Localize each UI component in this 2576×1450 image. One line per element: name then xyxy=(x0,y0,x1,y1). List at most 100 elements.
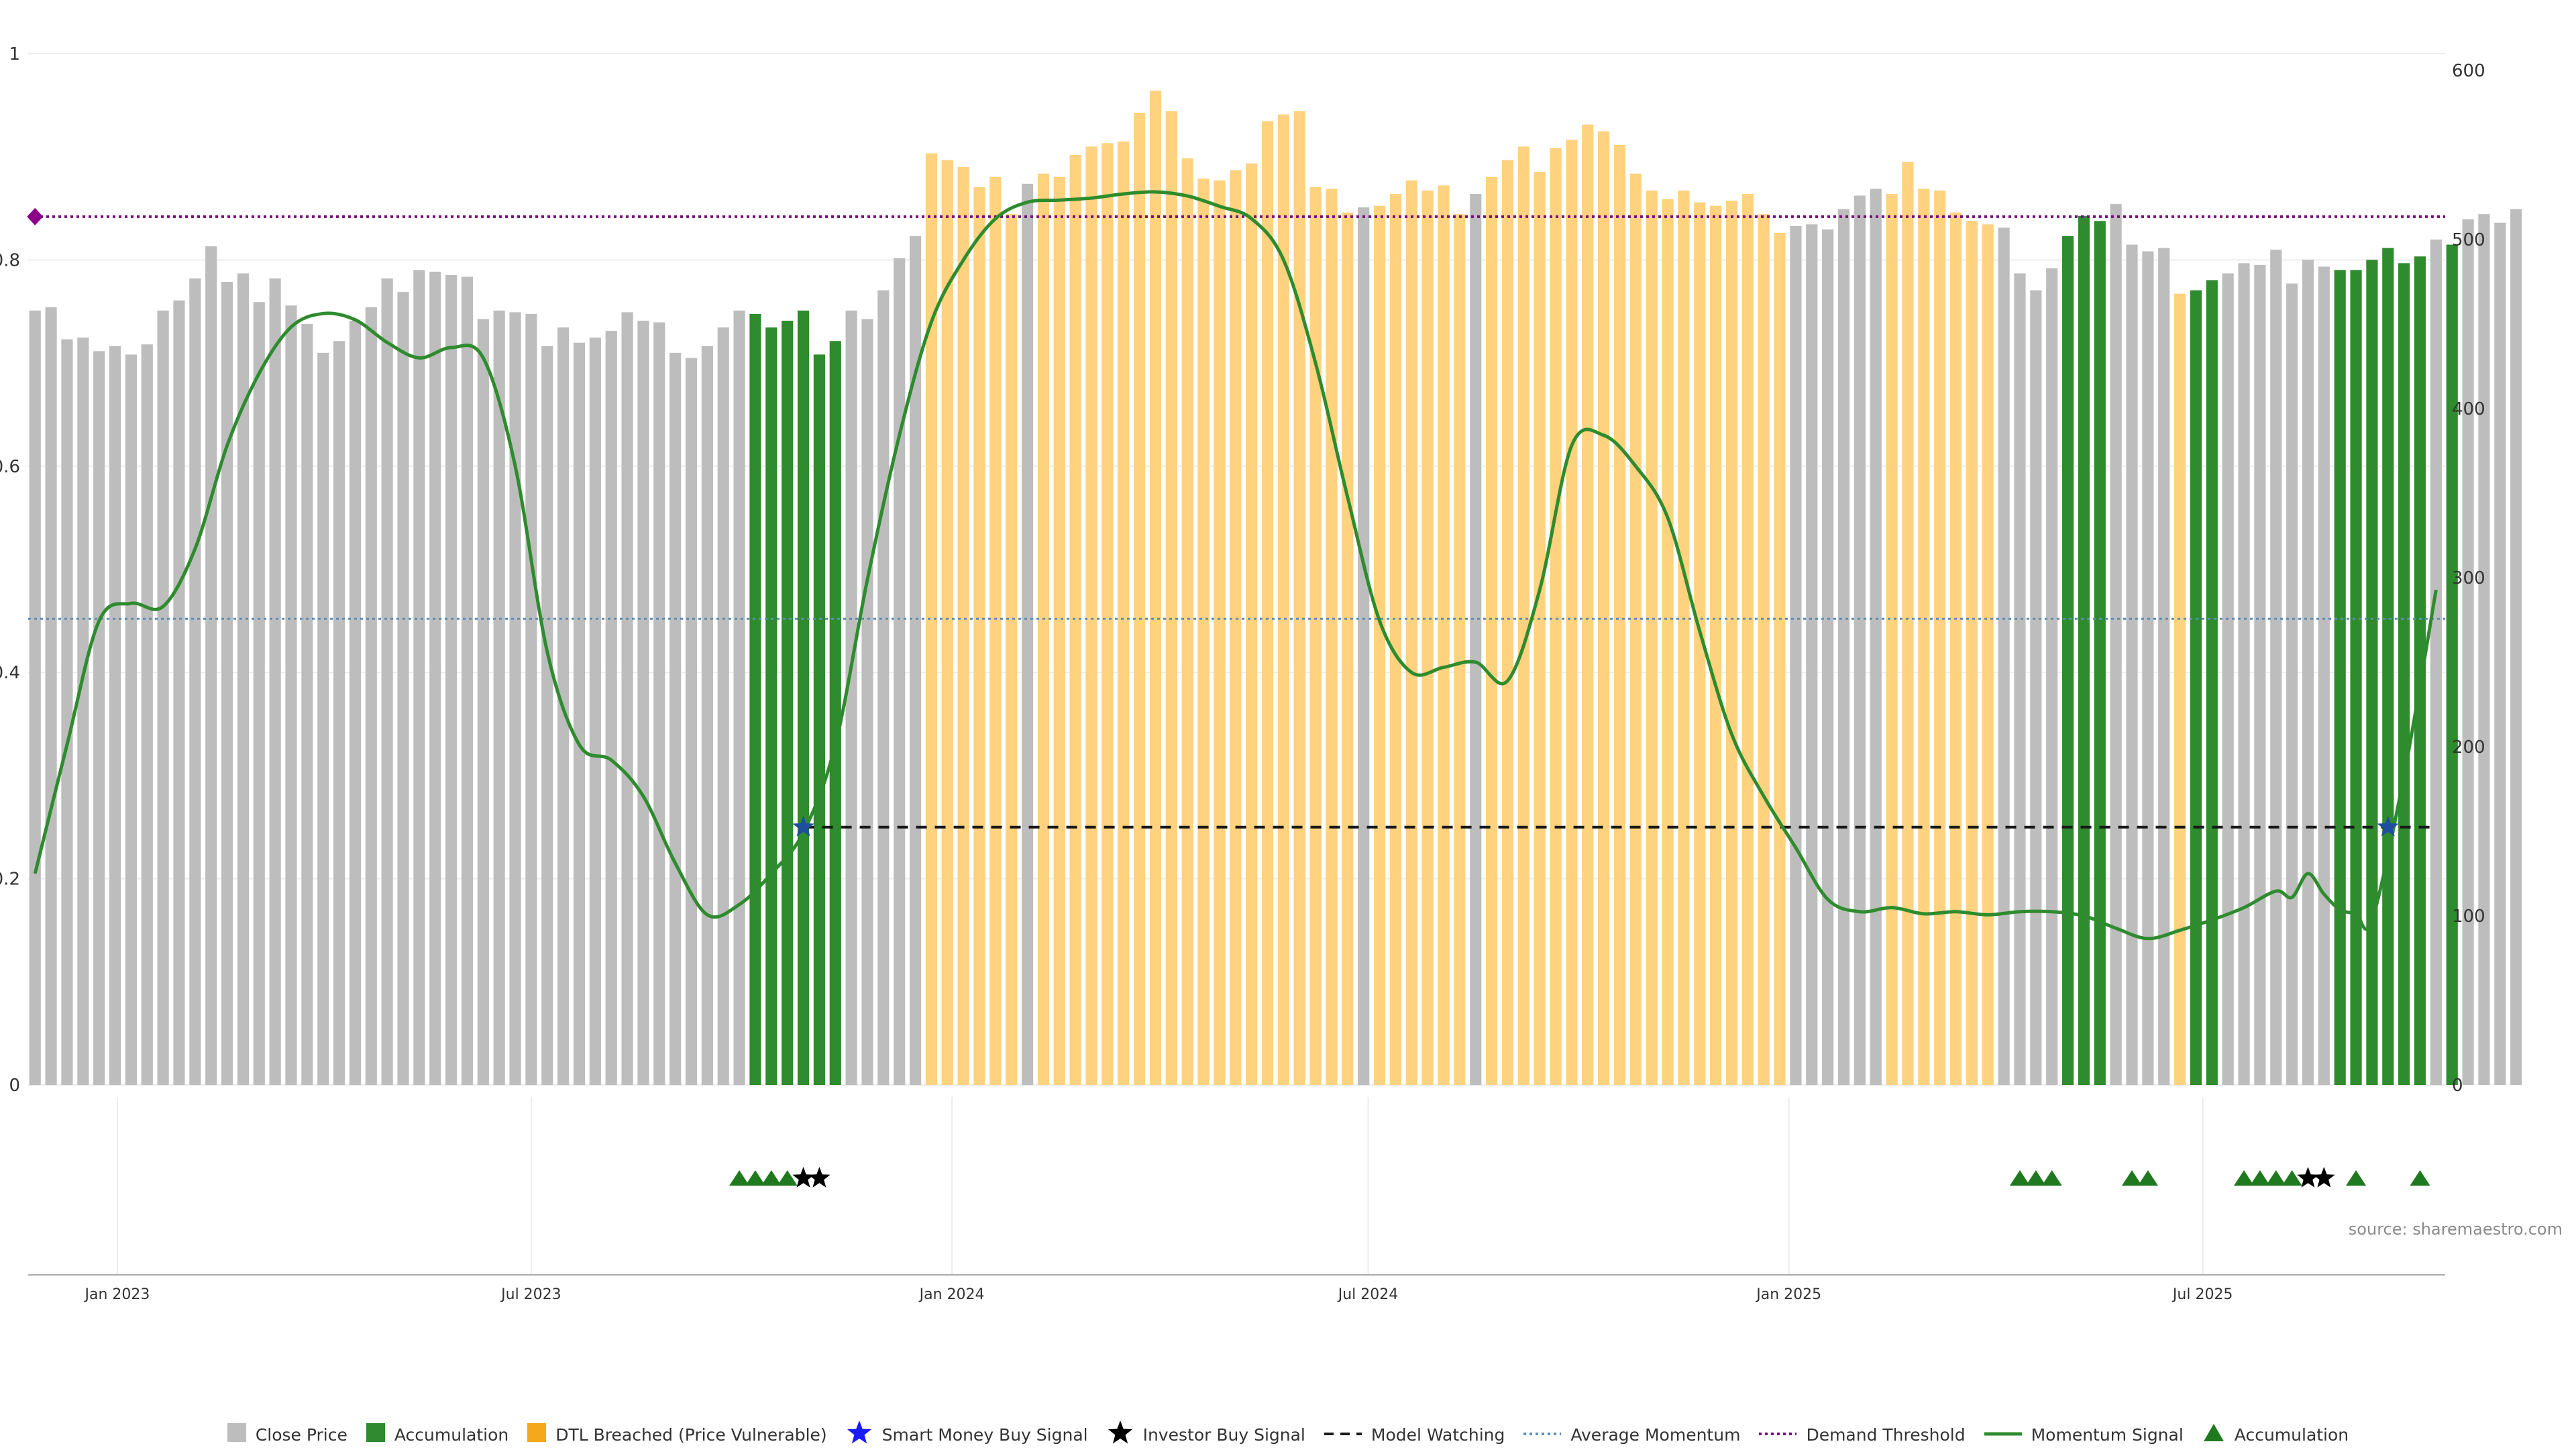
price-bar xyxy=(829,341,841,1086)
legend-label: Demand Threshold xyxy=(1806,1425,1966,1445)
legend-item: Close Price xyxy=(227,1423,347,1446)
price-bar xyxy=(1181,158,1193,1085)
legend-item: Investor Buy Signal xyxy=(1107,1419,1305,1450)
legend-star-icon xyxy=(1107,1419,1134,1450)
price-bar xyxy=(1550,148,1562,1085)
price-bar xyxy=(1741,193,1754,1086)
price-bar xyxy=(1277,114,1289,1085)
source-text: source: sharemaestro.com xyxy=(2348,1220,2563,1239)
price-bar xyxy=(2061,236,2074,1086)
price-bar xyxy=(477,319,489,1086)
legend-star-icon xyxy=(846,1419,873,1450)
accumulation-triangle xyxy=(2346,1170,2367,1186)
price-bar xyxy=(605,331,617,1086)
price-bar xyxy=(573,342,586,1086)
left-axis-tick: 0.4 xyxy=(0,663,20,683)
price-bar xyxy=(749,313,761,1085)
price-bar xyxy=(1694,202,1706,1085)
legend-label: DTL Breached (Price Vulnerable) xyxy=(555,1425,827,1445)
price-bar xyxy=(1405,180,1417,1085)
price-bar xyxy=(1934,190,1946,1085)
price-bar xyxy=(141,344,153,1085)
price-bar xyxy=(2206,280,2218,1086)
price-bar xyxy=(2430,240,2442,1085)
price-bar xyxy=(973,187,985,1085)
price-bar xyxy=(317,352,329,1085)
price-bar xyxy=(1566,140,1578,1085)
price-bar xyxy=(669,352,682,1085)
price-bar xyxy=(2318,266,2330,1085)
legend-label: Smart Money Buy Signal xyxy=(881,1425,1088,1445)
legend-item: Smart Money Buy Signal xyxy=(846,1419,1088,1450)
price-bar xyxy=(2110,204,2122,1086)
accumulation-triangle xyxy=(2009,1170,2030,1186)
price-bar xyxy=(1053,176,1065,1085)
legend-item: Average Momentum xyxy=(1523,1425,1740,1445)
price-bar xyxy=(525,313,537,1085)
legend-item: Accumulation xyxy=(366,1423,508,1446)
price-bar xyxy=(45,307,57,1085)
price-bar xyxy=(1373,205,1386,1086)
price-bar xyxy=(717,327,729,1085)
price-bar xyxy=(2254,264,2266,1085)
price-bar xyxy=(1598,131,1610,1086)
price-bar xyxy=(1725,201,1738,1085)
price-bar xyxy=(2046,268,2058,1086)
price-bar xyxy=(909,236,922,1086)
price-bar xyxy=(2126,244,2138,1085)
accumulation-triangle xyxy=(2025,1170,2046,1186)
legend-square-icon xyxy=(227,1423,246,1446)
price-bar xyxy=(1662,199,1674,1085)
legend-square-icon xyxy=(366,1423,385,1446)
price-bar xyxy=(1822,229,1834,1085)
price-bar xyxy=(733,310,745,1086)
momentum-signal-line xyxy=(33,190,2438,941)
price-bar xyxy=(61,339,73,1086)
price-bar xyxy=(109,346,121,1085)
price-bar xyxy=(1149,91,1162,1086)
price-bar xyxy=(637,320,649,1086)
price-bar xyxy=(1118,141,1130,1086)
price-bar xyxy=(1085,146,1097,1085)
accumulation-triangle xyxy=(729,1170,750,1186)
price-bar xyxy=(1037,173,1050,1086)
price-bar xyxy=(1982,224,1994,1085)
price-bar xyxy=(2238,263,2250,1085)
price-bar xyxy=(1485,176,1498,1085)
price-bar xyxy=(1358,207,1370,1085)
price-bar xyxy=(1837,209,1850,1085)
price-bar xyxy=(1790,225,1802,1086)
price-bar xyxy=(589,338,601,1085)
price-bar xyxy=(1966,221,1978,1085)
price-bar xyxy=(2094,221,2106,1085)
price-bar xyxy=(2334,270,2346,1085)
accumulation-triangle xyxy=(2265,1170,2286,1186)
price-bar xyxy=(1902,162,1914,1086)
price-bar xyxy=(1534,172,1546,1086)
investor-buy-star xyxy=(2297,1167,2319,1188)
x-axis-tick: Jul 2024 xyxy=(1337,1286,1399,1303)
legend-item: Demand Threshold xyxy=(1759,1425,1966,1445)
price-bar xyxy=(493,310,505,1086)
left-axis-tick: 1 xyxy=(9,44,20,64)
legend-line-icon xyxy=(1984,1425,2022,1445)
price-bar xyxy=(93,351,105,1085)
legend-dot-icon xyxy=(1759,1425,1797,1445)
price-bar xyxy=(1342,212,1354,1086)
price-bar xyxy=(1646,190,1658,1085)
accumulation-triangle xyxy=(745,1170,765,1186)
price-bar xyxy=(157,310,169,1086)
price-bar xyxy=(2510,209,2522,1085)
price-bar xyxy=(1454,214,1466,1086)
accumulation-triangle xyxy=(2282,1170,2302,1186)
price-bar xyxy=(221,282,233,1085)
price-bar xyxy=(701,346,713,1085)
price-bar xyxy=(621,312,633,1085)
x-axis-tick: Jan 2024 xyxy=(918,1286,985,1303)
price-bar xyxy=(1710,205,1722,1086)
investor-buy-star xyxy=(792,1167,814,1188)
price-bar xyxy=(782,320,794,1086)
price-bar xyxy=(925,153,938,1086)
price-bar xyxy=(653,322,665,1086)
left-axis-tick: 0.6 xyxy=(0,457,20,477)
